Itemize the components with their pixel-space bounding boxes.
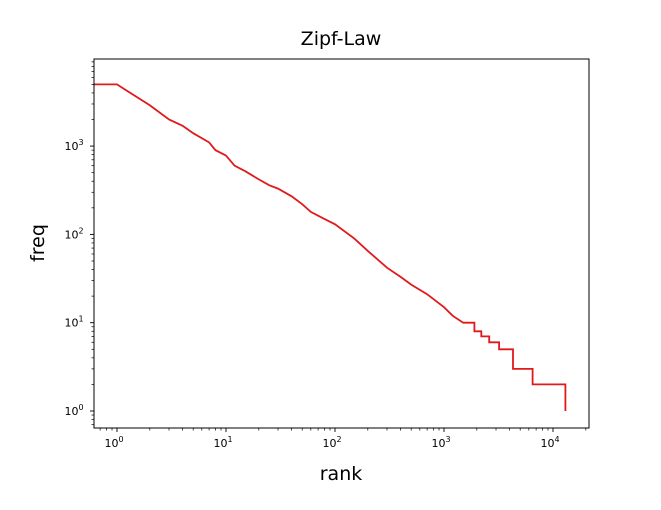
plot-area: [93, 58, 590, 429]
x-tick-label: 102: [322, 435, 341, 450]
x-tick-label: 101: [213, 435, 232, 450]
y-axis-label: freq: [27, 224, 49, 262]
x-tick-label: 104: [540, 435, 559, 450]
x-axis: 100 101 102 103 104: [94, 427, 589, 450]
y-axis: 100 101 102 103: [64, 59, 95, 428]
chart-title: Zipf-Law: [301, 28, 382, 50]
x-axis-label: rank: [320, 463, 363, 485]
freq-rank-line: [94, 83, 567, 411]
x-tick-label: 103: [431, 435, 450, 450]
y-tick-label: 100: [64, 403, 83, 418]
y-tick-label: 102: [64, 226, 83, 241]
x-tick-label: 100: [104, 435, 123, 450]
y-tick-label: 103: [64, 138, 83, 153]
y-tick-label: 101: [64, 315, 83, 330]
